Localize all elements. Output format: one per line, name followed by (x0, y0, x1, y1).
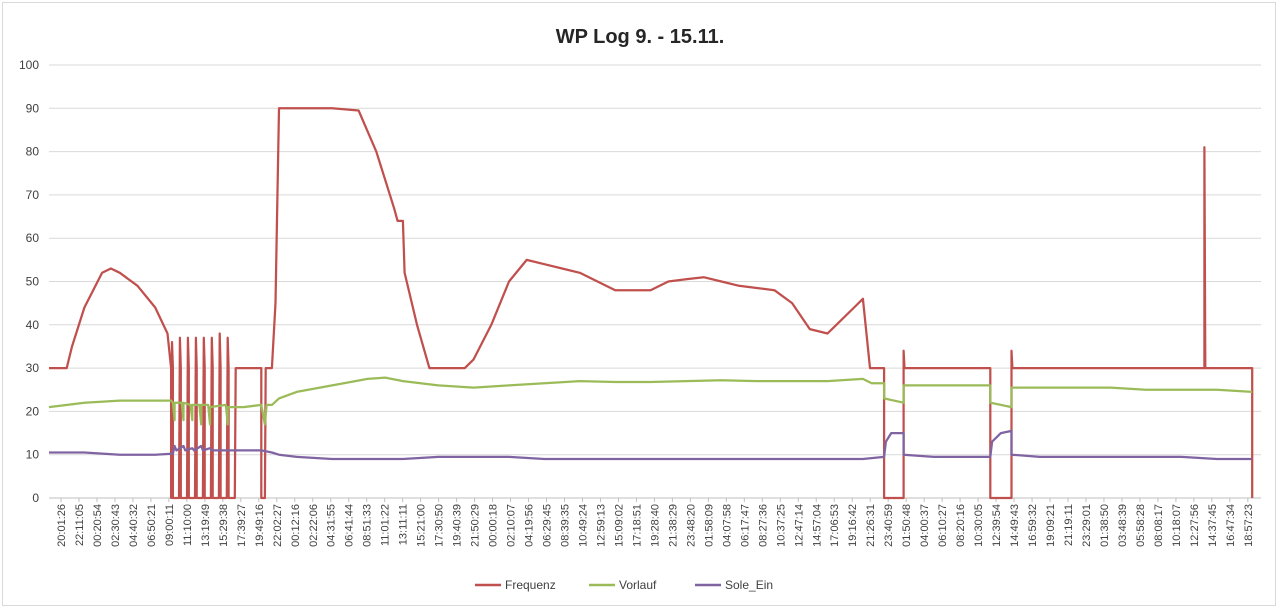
x-tick-label: 21:50:29 (470, 504, 482, 547)
series-line-vorlauf (48, 376, 1253, 426)
x-tick-label: 16:47:34 (1225, 504, 1237, 547)
x-tick-label: 04:07:58 (721, 504, 733, 547)
y-axis-ticks: 0 10 20 30 40 50 60 70 80 90 100 (19, 58, 39, 505)
x-tick-label: 01:58:09 (703, 504, 715, 547)
y-tick-label: 40 (26, 318, 40, 332)
x-tick-label: 23:48:20 (685, 504, 697, 547)
x-tick-label: 17:30:50 (434, 504, 446, 547)
x-tick-label: 14:37:45 (1207, 504, 1219, 547)
x-tick-label: 23:29:01 (1081, 504, 1093, 547)
x-tick-label: 08:20:16 (955, 504, 967, 547)
x-tick-label: 10:30:05 (973, 504, 985, 547)
x-tick-label: 08:51:33 (362, 504, 374, 547)
x-tick-label: 06:50:21 (146, 504, 158, 547)
x-tick-label: 04:19:56 (524, 504, 536, 547)
line-chart: WP Log 9. - 15.11. 0 10 20 30 40 50 60 70 80 90 10… (19, 26, 1261, 592)
x-tick-label: 02:30:43 (110, 504, 122, 547)
x-tick-label: 14:49:43 (1009, 504, 1021, 547)
y-tick-label: 20 (26, 404, 40, 418)
y-tick-label: 50 (26, 275, 40, 289)
series-lines (48, 107, 1254, 500)
x-tick-label: 17:18:51 (631, 504, 643, 547)
x-tick-label: 21:19:11 (1063, 504, 1075, 546)
y-tick-label: 10 (26, 448, 40, 462)
y-tick-label: 90 (26, 101, 40, 115)
x-tick-label: 15:09:02 (613, 504, 625, 547)
legend-label: Sole_Ein (725, 578, 773, 592)
y-tick-label: 100 (19, 58, 39, 72)
x-tick-label: 14:57:04 (811, 504, 823, 547)
legend-label: Vorlauf (619, 578, 657, 592)
x-tick-label: 13:11:11 (398, 504, 410, 545)
y-tick-label: 30 (26, 361, 40, 375)
legend-item[interactable]: Vorlauf (589, 578, 657, 592)
y-tick-label: 70 (26, 188, 40, 202)
x-tick-label: 23:40:59 (883, 504, 895, 547)
legend-item[interactable]: Frequenz (475, 578, 556, 592)
legend[interactable]: Frequenz Vorlauf Sole_Ein (475, 578, 773, 592)
x-tick-label: 03:48:39 (1117, 504, 1129, 547)
y-tick-label: 80 (26, 145, 40, 159)
x-tick-label: 22:11:05 (74, 504, 86, 546)
x-tick-label: 10:37:25 (775, 504, 787, 547)
series-line-sole-ein (49, 429, 1253, 461)
legend-label: Frequenz (505, 578, 556, 592)
x-tick-label: 10:49:24 (577, 504, 589, 547)
x-tick-label: 15:21:00 (416, 504, 428, 547)
x-tick-label: 19:40:39 (452, 504, 464, 547)
x-tick-label: 19:49:16 (254, 504, 266, 547)
x-tick-label: 13:19:49 (200, 504, 212, 547)
x-tick-label: 08:08:17 (1153, 504, 1165, 547)
x-tick-label: 12:27:56 (1189, 504, 1201, 547)
x-tick-label: 01:38:50 (1099, 504, 1111, 547)
x-tick-label: 06:17:47 (739, 504, 751, 547)
x-tick-label: 02:22:06 (308, 504, 320, 547)
x-tick-label: 12:47:14 (793, 504, 805, 547)
x-tick-label: 17:06:53 (829, 504, 841, 547)
x-tick-label: 20:01:26 (56, 504, 68, 547)
x-tick-label: 04:31:55 (326, 504, 338, 547)
x-tick-label: 12:39:54 (991, 504, 1003, 547)
legend-item[interactable]: Sole_Ein (695, 578, 773, 592)
x-tick-label: 16:59:32 (1027, 504, 1039, 547)
x-tick-label: 08:27:36 (757, 504, 769, 547)
x-tick-label: 09:00:11 (164, 504, 176, 546)
x-tick-label: 11:01:22 (380, 504, 392, 546)
x-tick-label: 21:38:29 (667, 504, 679, 547)
x-tick-label: 00:12:16 (290, 504, 302, 547)
x-tick-label: 19:16:42 (847, 504, 859, 547)
x-tick-label: 04:00:37 (919, 504, 931, 547)
x-tick-label: 05:58:28 (1135, 504, 1147, 547)
x-tick-label: 21:26:31 (865, 504, 877, 547)
x-axis-ticks: 20:01:26 22:11:05 00:20:54 02:30:43 04:40:32… (56, 498, 1255, 547)
x-tick-label: 00:20:54 (92, 504, 104, 547)
x-tick-label: 08:39:35 (560, 504, 572, 547)
x-tick-label: 02:10:07 (506, 504, 518, 547)
gridlines (49, 64, 1261, 499)
x-tick-label: 10:18:07 (1171, 504, 1183, 547)
x-tick-label: 06:29:45 (542, 504, 554, 547)
x-tick-label: 12:59:13 (595, 504, 607, 547)
x-tick-label: 15:29:38 (218, 504, 230, 547)
x-tick-label: 04:40:32 (128, 504, 140, 547)
x-tick-label: 11:10:00 (182, 504, 194, 546)
x-tick-label: 06:41:44 (344, 504, 356, 547)
x-tick-label: 19:09:21 (1045, 504, 1057, 547)
x-tick-label: 06:10:27 (937, 504, 949, 547)
y-tick-label: 0 (32, 491, 39, 505)
x-tick-label: 18:57:23 (1243, 504, 1255, 547)
x-tick-label: 00:00:18 (488, 504, 500, 547)
chart-title: WP Log 9. - 15.11. (556, 26, 725, 48)
x-tick-label: 01:50:48 (901, 504, 913, 547)
series-line-frequenz (49, 107, 1254, 500)
x-tick-label: 19:28:40 (649, 504, 661, 547)
y-tick-label: 60 (26, 231, 40, 245)
x-tick-label: 17:39:27 (236, 504, 248, 547)
x-tick-label: 22:02:27 (272, 504, 284, 547)
